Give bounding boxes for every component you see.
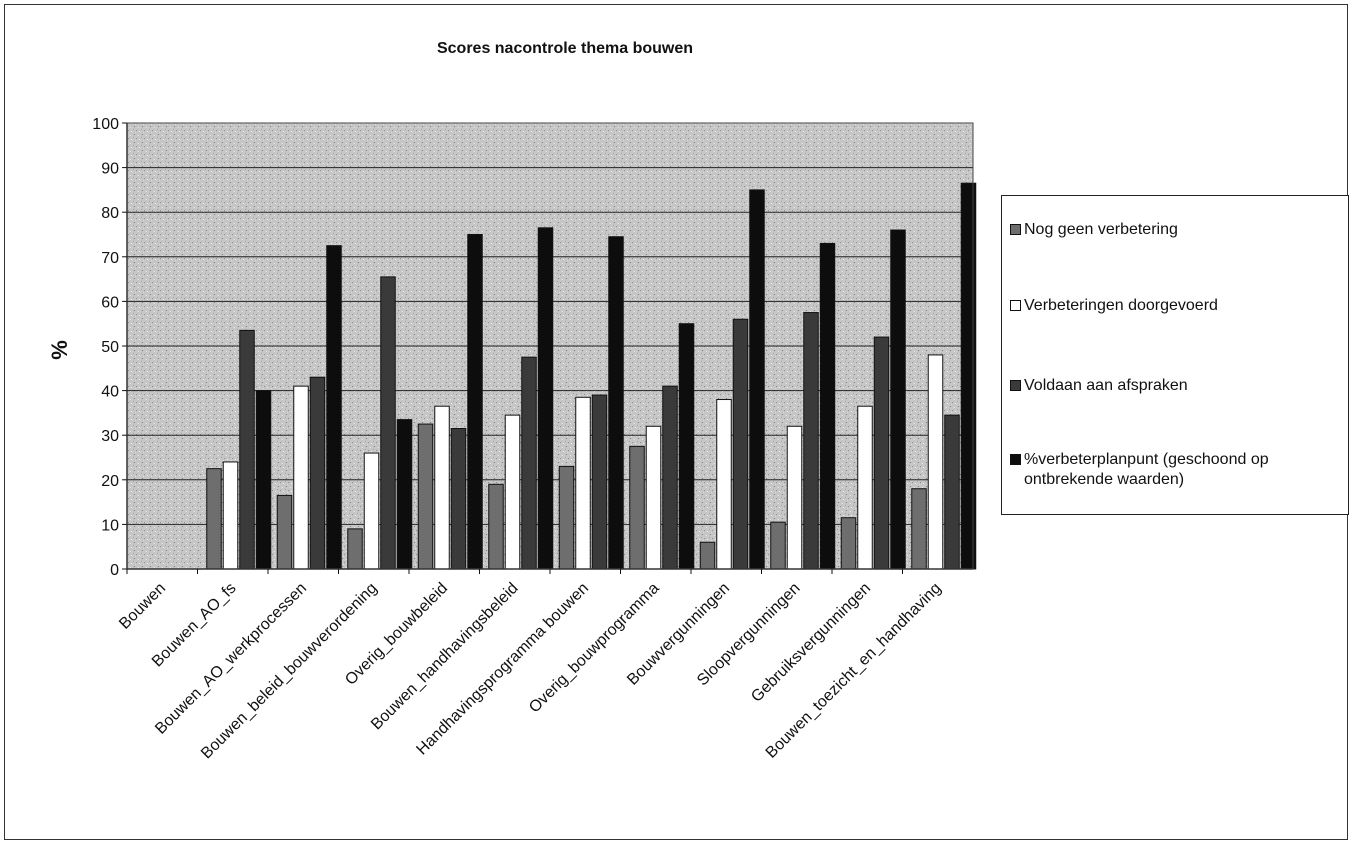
bar-2-overig-bouwprogramma [645, 425, 662, 570]
legend-label: Nog geen verbetering [1024, 221, 1178, 238]
y-tick-label: 10 [101, 517, 119, 534]
legend-label: Verbeteringen doorgevoerd [1024, 297, 1218, 314]
bar-4-sloopvergunningen [819, 242, 836, 570]
bar-4-bouwen-ao-werkprocessen [326, 245, 342, 570]
y-tick-label: 0 [110, 562, 119, 579]
x-tick-label: Gebruiksvergunningen [748, 580, 874, 706]
bar-3-sloopvergunningen [803, 312, 819, 570]
bar-1-overig-bouwprogramma [629, 445, 645, 570]
x-tick-label: Overig_bouwprogramma [526, 580, 663, 717]
x-tick-label: Bouwen [116, 580, 169, 633]
legend-item-2: Verbeteringen doorgevoerd [1010, 296, 1345, 316]
bar-3-overig-bouwbeleid [450, 428, 467, 570]
bar-1-overig-bouwbeleid [417, 423, 434, 570]
legend-item-1: Nog geen verbetering [1010, 220, 1345, 240]
bar-1-bouwen-ao-fs [206, 468, 222, 570]
bar-3-handhavingsprogramma-bouwen [591, 394, 608, 570]
bar-2-bouwen-beleid-bouwverordening [363, 452, 380, 570]
bar-4-bouwen-ao-fs [255, 390, 272, 570]
bar-4-bouwen-beleid-bouwverordening [396, 419, 413, 570]
legend-swatch [1010, 224, 1021, 235]
y-tick-label: 30 [101, 428, 119, 445]
bar-2-overig-bouwbeleid [434, 405, 450, 570]
y-tick-label: 40 [101, 384, 119, 401]
legend-swatch [1010, 454, 1021, 465]
chart-frame: Scores nacontrole thema bouwen 0 10 20 30 40… [4, 4, 1349, 840]
legend-swatch [1010, 380, 1021, 391]
bar-3-bouwen-handhavingsbeleid [521, 356, 537, 570]
bar-4-gebruiksvergunningen [890, 229, 906, 570]
y-axis-label: % [47, 340, 72, 360]
bar-4-overig-bouwbeleid [467, 234, 483, 570]
bar-2-sloopvergunningen [786, 425, 803, 570]
bar-3-bouwvergunningen [732, 318, 749, 570]
y-tick-label: 80 [101, 205, 119, 222]
bar-1-gebruiksvergunningen [840, 517, 857, 570]
y-tick-label: 20 [101, 473, 119, 490]
x-tick-label: Bouwen_handhavingsbeleid [368, 580, 522, 734]
bar-3-overig-bouwprogramma [662, 385, 678, 570]
bar-3-bouwen-ao-fs [239, 329, 255, 570]
y-tick-label: 100 [92, 116, 119, 133]
bar-2-bouwen-handhavingsbeleid [504, 414, 521, 570]
bar-4-handhavingsprogramma-bouwen [608, 236, 624, 570]
bar-4-overig-bouwprogramma [678, 323, 695, 570]
legend-label: Voldaan aan afspraken [1024, 377, 1188, 394]
chart: Scores nacontrole thema bouwen 0 10 20 30 40… [47, 40, 977, 762]
y-tick-label: 90 [101, 161, 119, 178]
bar-3-bouwen-beleid-bouwverordening [380, 276, 396, 570]
bar-1-handhavingsprogramma-bouwen [558, 465, 575, 570]
bar-4-bouwvergunningen [749, 189, 765, 570]
bar-2-gebruiksvergunningen [857, 405, 873, 570]
bar-1-bouwen-ao-werkprocessen [276, 494, 293, 570]
bar-4-bouwen-handhavingsbeleid [537, 227, 554, 570]
bar-3-gebruiksvergunningen [873, 336, 890, 570]
y-tick-label: 70 [101, 250, 119, 267]
bar-2-bouwen-ao-werkprocessen [293, 385, 309, 570]
bar-1-bouwen-toezicht-en-handhaving [911, 488, 927, 570]
legend-item-4: %verbeterplanpunt (geschoond op ontbreke… [1010, 450, 1345, 490]
legend-item-3: Voldaan aan afspraken [1010, 376, 1345, 396]
legend: Nog geen verbetering Verbeteringen doorge… [1001, 195, 1349, 515]
y-tick-label: 50 [101, 339, 119, 356]
bar-3-bouwen-toezicht-en-handhaving [944, 414, 960, 570]
bar-2-bouwvergunningen [716, 399, 732, 570]
bar-3-bouwen-ao-werkprocessen [309, 376, 326, 570]
bar-1-bouwvergunningen [699, 541, 716, 570]
bar-2-bouwen-toezicht-en-handhaving [927, 354, 944, 570]
legend-label: %verbeterplanpunt (geschoond op ontbreke… [1024, 451, 1269, 488]
bar-2-bouwen-ao-fs [222, 461, 239, 570]
x-tick-label: Bouwen_AO_werkprocessen [152, 580, 310, 738]
bar-1-bouwen-handhavingsbeleid [488, 483, 504, 570]
bar-2-handhavingsprogramma-bouwen [575, 396, 591, 570]
y-tick-label: 60 [101, 294, 119, 311]
bar-1-bouwen-beleid-bouwverordening [347, 528, 363, 570]
bar-1-sloopvergunningen [770, 521, 786, 570]
legend-swatch [1010, 300, 1021, 311]
bar-4-bouwen-toezicht-en-handhaving [960, 182, 977, 570]
chart-title: Scores nacontrole thema bouwen [437, 40, 693, 57]
